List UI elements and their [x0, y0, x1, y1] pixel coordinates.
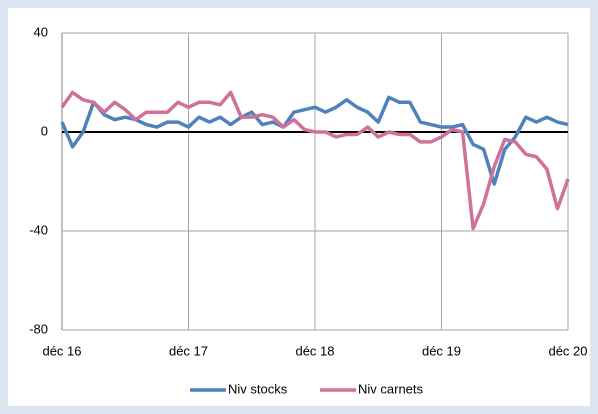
y-tick-label: -40: [29, 222, 48, 237]
legend-label: Niv carnets: [358, 381, 424, 396]
x-tick-label: déc 17: [169, 343, 208, 358]
y-tick-label: -80: [29, 321, 48, 336]
x-tick-label: déc 19: [422, 343, 461, 358]
y-tick-label: 40: [34, 24, 48, 39]
legend-label: Niv stocks: [228, 381, 288, 396]
chart-area: [8, 8, 590, 406]
x-tick-label: déc 20: [548, 343, 587, 358]
x-tick-label: déc 18: [295, 343, 334, 358]
series-line: [60, 95, 569, 186]
series-line: [60, 90, 570, 231]
x-tick-label: déc 16: [42, 343, 81, 358]
y-tick-label: 0: [41, 123, 48, 138]
